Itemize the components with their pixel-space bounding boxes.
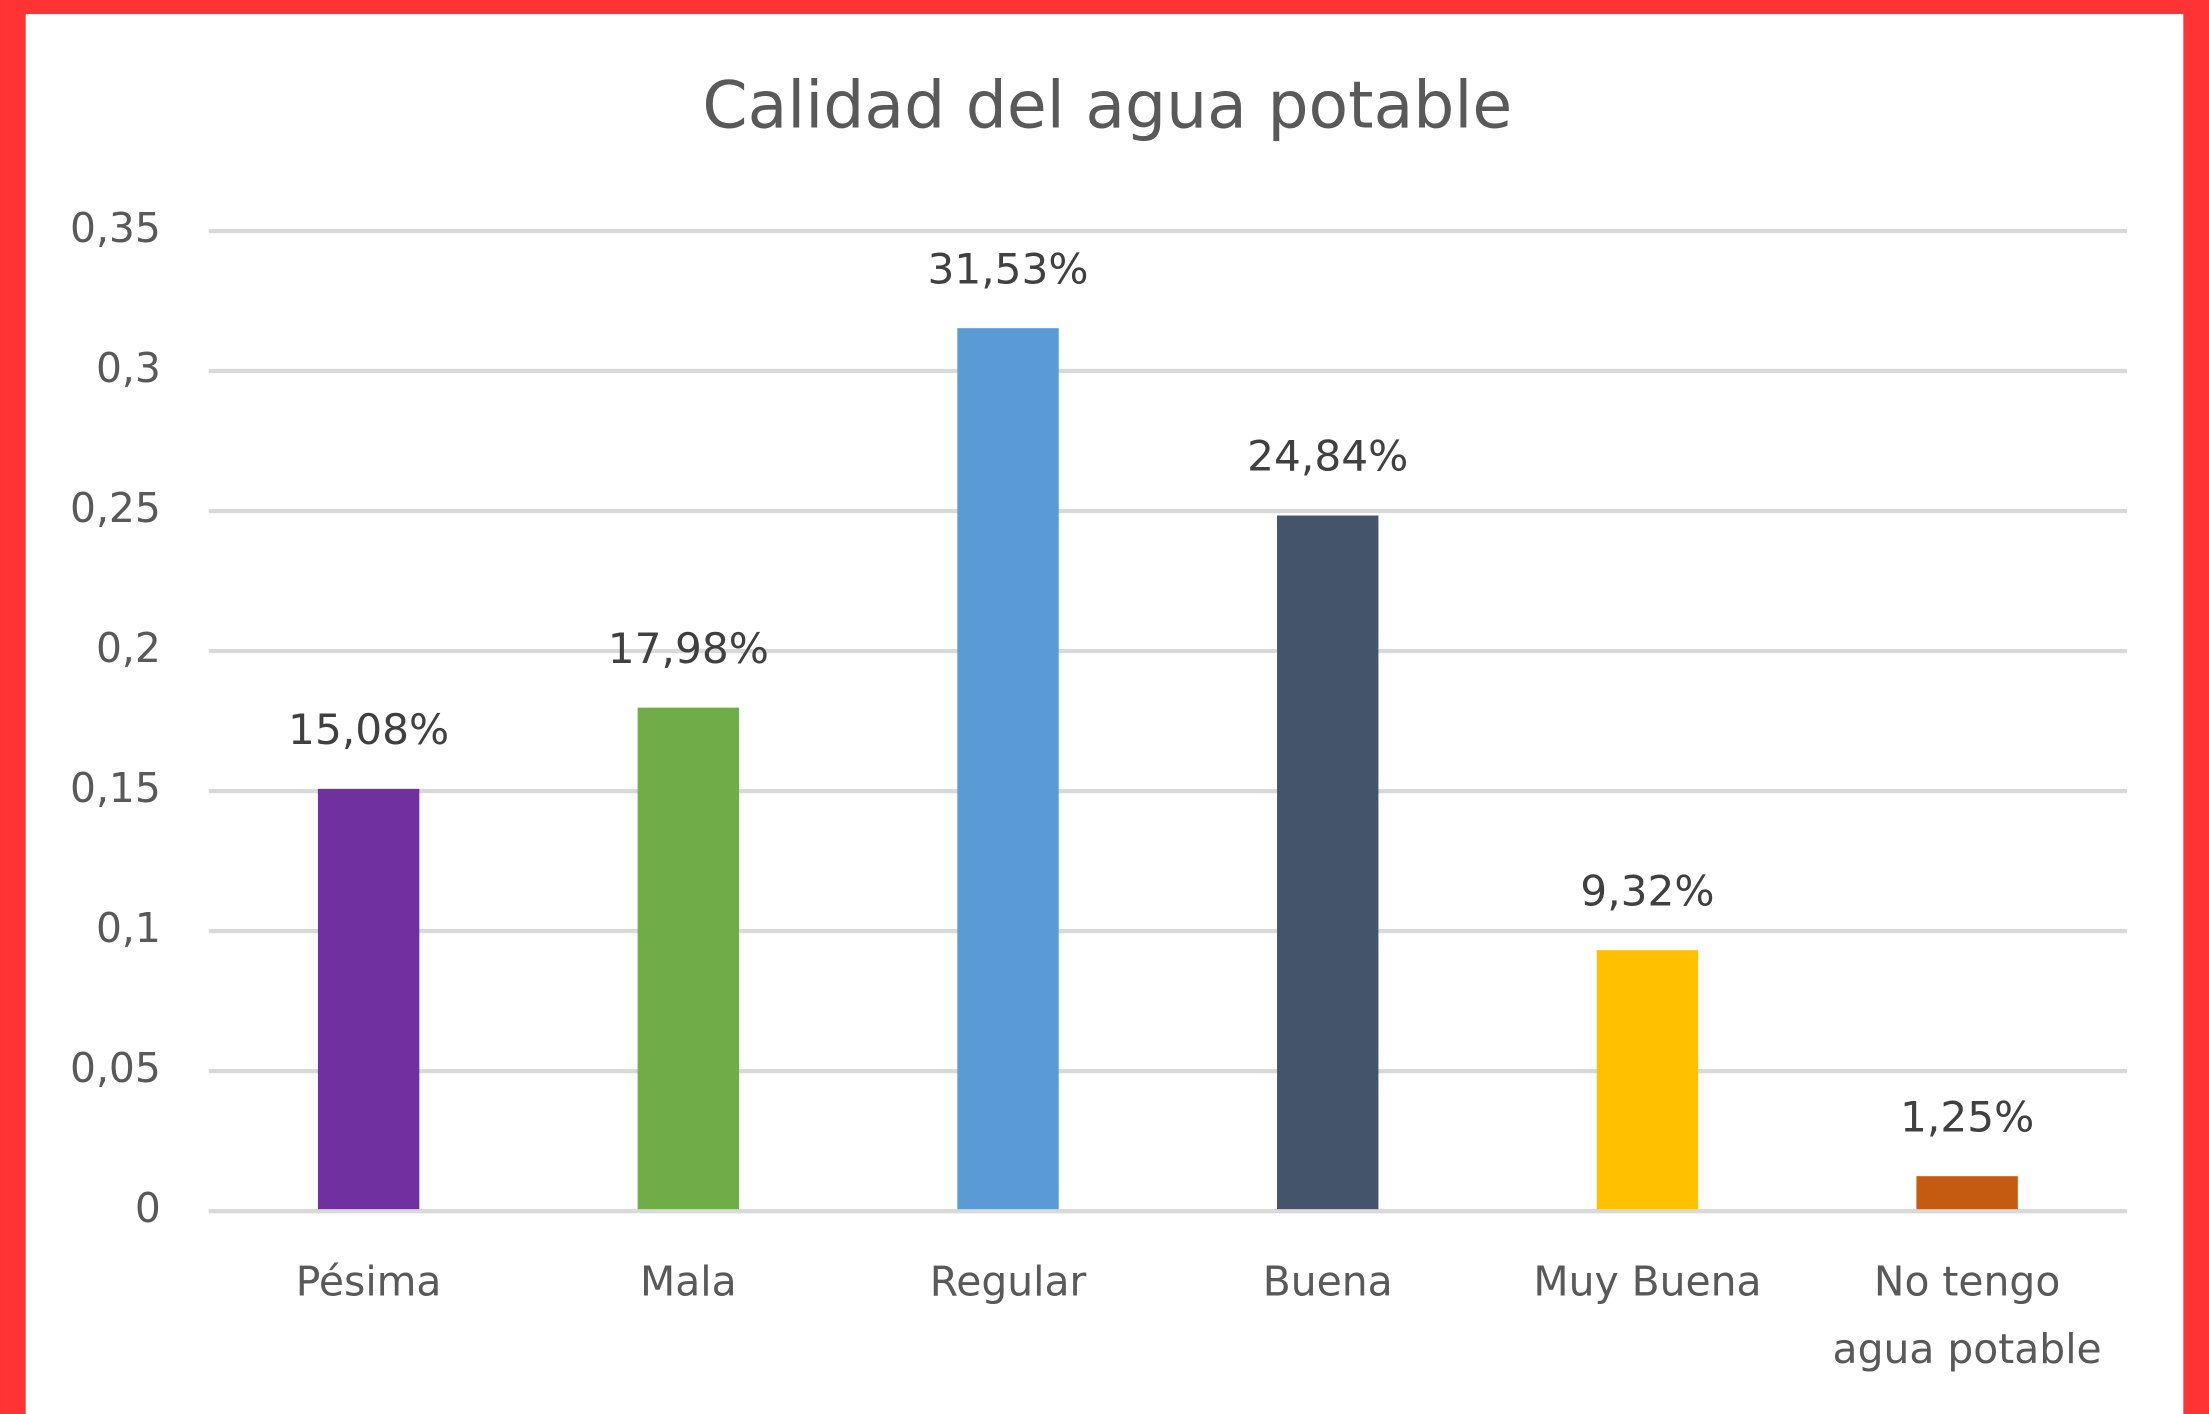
y-tick-label: 0,15 (70, 764, 161, 812)
data-label: 24,84% (1247, 432, 1408, 481)
bar (637, 707, 740, 1212)
bar (1916, 1176, 2018, 1212)
data-label: 1,25% (1900, 1092, 2034, 1141)
chart-title: Calidad del agua potable (702, 68, 1512, 143)
data-label: 9,32% (1580, 866, 1714, 915)
x-tick-label: Muy Buena (1533, 1257, 1761, 1305)
bar (1277, 515, 1379, 1212)
x-tick-label: Regular (930, 1257, 1087, 1305)
x-tick-label: No tengo agua potable (1833, 1257, 2102, 1373)
y-tick-label: 0 (135, 1184, 161, 1232)
data-label: 17,98% (608, 624, 769, 673)
bar (317, 788, 420, 1212)
data-label: 31,53% (927, 244, 1088, 293)
y-tick-label: 0,3 (96, 344, 161, 392)
bar (1596, 950, 1699, 1212)
x-tick-label: Pésima (296, 1257, 442, 1305)
y-tick-label: 0,35 (70, 204, 161, 252)
x-tick-label: Mala (640, 1257, 737, 1305)
y-tick-label: 0,25 (70, 484, 161, 532)
y-tick-label: 0,2 (96, 624, 161, 672)
y-tick-label: 0,05 (70, 1044, 161, 1092)
y-tick-label: 0,1 (96, 904, 161, 952)
data-label: 15,08% (288, 705, 449, 754)
bar (957, 328, 1059, 1212)
x-tick-label: Buena (1263, 1257, 1393, 1305)
